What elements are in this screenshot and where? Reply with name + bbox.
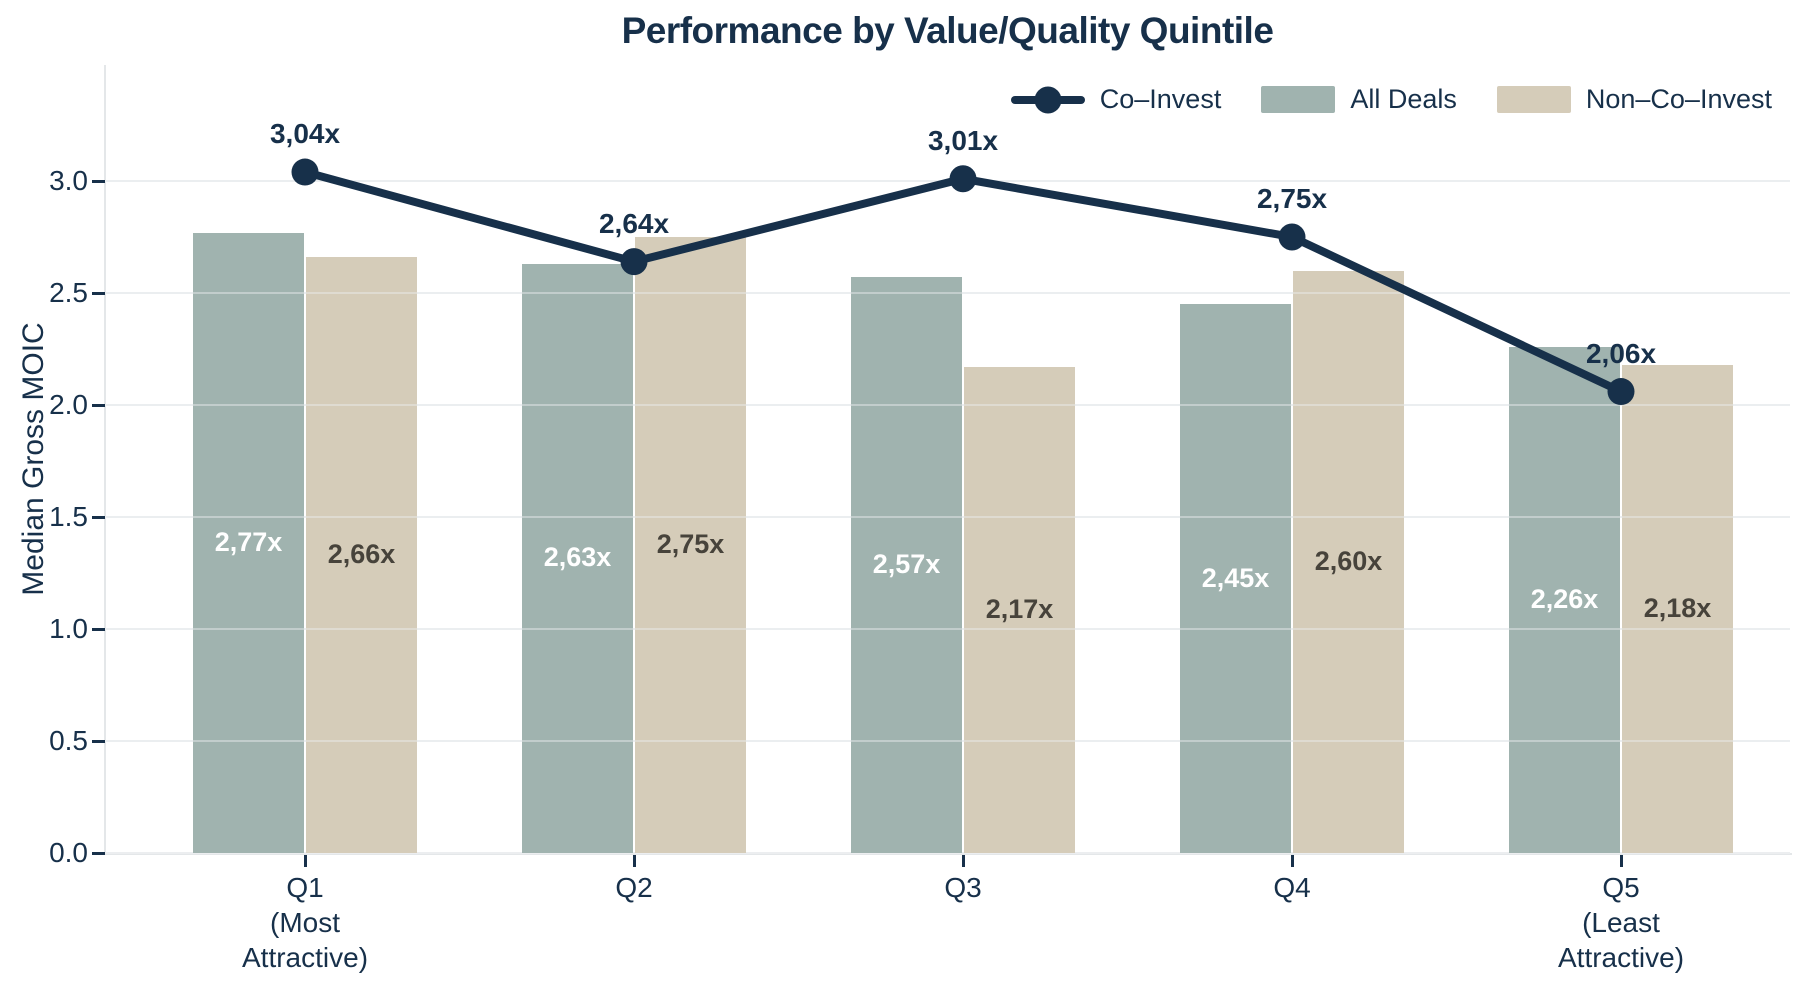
- co-invest-point-q2: [620, 248, 648, 276]
- y-tick-label-2.5: 2.5: [49, 277, 88, 308]
- bar-non-co-invest-q5: 2,18x: [1622, 364, 1733, 853]
- chart-title: Performance by Value/Quality Quintile: [621, 10, 1274, 51]
- gridline-overlay-0.5: [105, 740, 1790, 742]
- gridline-0: [105, 852, 1790, 854]
- co-invest-value-label-q3: 3,01x: [927, 124, 999, 156]
- legend-item-co-invest: Co–Invest: [1010, 84, 1222, 115]
- x-tick-mark-q5: [1620, 855, 1623, 867]
- y-tick-label-3.0: 3.0: [49, 165, 88, 196]
- bar-value-label: 2,75x: [656, 529, 725, 559]
- legend-label-co-invest: Co–Invest: [1099, 84, 1222, 114]
- all-deals-swatch-icon: [1261, 86, 1336, 113]
- legend-item-non-co-invest: Non–Co–Invest: [1496, 84, 1772, 115]
- x-axis-label-q1: Q1 (Most Attractive): [145, 870, 465, 975]
- x-axis-line: [104, 853, 1792, 855]
- co-invest-value-label-q2: 2,64x: [598, 207, 670, 239]
- x-axis-label-line: Q5: [1602, 872, 1640, 903]
- x-tick-mark-q4: [1291, 855, 1294, 867]
- x-axis-label-line: Attractive): [241, 942, 369, 973]
- y-tick-mark: [92, 180, 105, 183]
- co-invest-point-q5: [1607, 378, 1635, 406]
- bar-value-label: 2,63x: [543, 542, 612, 573]
- bar-value-label: 2,26x: [1530, 583, 1599, 614]
- bar-all-deals-q1: 2,77x: [193, 232, 304, 853]
- legend-label-non-co-invest: Non–Co–Invest: [1585, 84, 1772, 114]
- plot-area: 2,77x 2,63x 2,57x 2,45x 2,26x 2,66x 2,75x 2,17x…: [105, 65, 1790, 854]
- bar-non-co-invest-q4: 2,60x: [1293, 270, 1404, 853]
- co-invest-line-marker-icon: [1010, 86, 1085, 113]
- gridline-overlay-1: [105, 628, 1790, 630]
- bar-value-label: 2,77x: [214, 526, 283, 557]
- y-tick-label-0.5: 0.5: [49, 725, 88, 756]
- bar-value-label: 2,60x: [1314, 545, 1383, 576]
- x-axis-label-q5: Q5 (Least Attractive): [1461, 870, 1781, 975]
- y-tick-mark: [92, 740, 105, 743]
- x-axis-label-line: (Most: [270, 907, 340, 938]
- co-invest-point-q1: [291, 158, 319, 186]
- y-tick-mark: [92, 852, 105, 855]
- co-invest-value-label-q1: 3,04x: [269, 118, 341, 150]
- y-tick-mark: [92, 628, 105, 631]
- co-invest-point-q4: [1278, 223, 1306, 251]
- y-tick-label-0.0: 0.0: [49, 837, 88, 868]
- y-tick-label-1.5: 1.5: [49, 501, 88, 532]
- chart-legend: Co–Invest All Deals Non–Co–Invest: [1010, 84, 1772, 115]
- gridline-overlay-1.5: [105, 516, 1790, 518]
- co-invest-value-label-q5: 2,06x: [1585, 337, 1657, 369]
- x-axis-label-line: Q3: [944, 872, 982, 903]
- bar-non-co-invest-q3: 2,17x: [964, 366, 1075, 853]
- bar-value-label: 2,45x: [1201, 562, 1270, 593]
- bar-value-label: 2,17x: [985, 593, 1054, 624]
- x-axis-label-line: Q2: [615, 872, 653, 903]
- co-invest-line-series: [291, 158, 1635, 406]
- y-tick-label-1.0: 1.0: [49, 613, 88, 644]
- bar-value-label: 2,57x: [872, 549, 941, 580]
- y-tick-mark: [92, 404, 105, 407]
- gridline-overlay-2.5: [105, 292, 1790, 294]
- bar-all-deals-q3: 2,57x: [851, 277, 962, 853]
- bar-value-label: 2,18x: [1643, 592, 1712, 623]
- x-axis-label-line: Q4: [1273, 872, 1311, 903]
- bar-non-co-invest-q1: 2,66x: [306, 257, 417, 853]
- bar-all-deals-q5: 2,26x: [1509, 346, 1620, 853]
- x-axis-label-line: (Least: [1582, 907, 1660, 938]
- co-invest-point-q3: [949, 165, 977, 193]
- x-axis-label-line: Attractive): [1557, 942, 1685, 973]
- y-tick-mark: [92, 516, 105, 519]
- x-axis-label-q3: Q3: [803, 870, 1123, 905]
- x-axis-label-line: Q1: [286, 872, 324, 903]
- bar-non-co-invest-q2: 2,75x: [635, 237, 746, 853]
- y-tick-mark: [92, 292, 105, 295]
- x-tick-mark-q1: [304, 855, 307, 867]
- legend-item-all-deals: All Deals: [1261, 84, 1457, 115]
- gridline-overlay-2: [105, 404, 1790, 406]
- non-co-invest-swatch-icon: [1496, 86, 1571, 113]
- co-invest-line-path: [301, 168, 1625, 396]
- x-axis-label-q2: Q2: [474, 870, 794, 905]
- bar-all-deals-q2: 2,63x: [522, 263, 633, 853]
- co-invest-dot-marker-icon: [1034, 86, 1062, 113]
- legend-label-all-deals: All Deals: [1350, 84, 1457, 114]
- x-tick-mark-q3: [962, 855, 965, 867]
- x-axis-label-q4: Q4: [1132, 870, 1452, 905]
- x-tick-mark-q2: [633, 855, 636, 867]
- y-tick-label-2.0: 2.0: [49, 389, 88, 420]
- co-invest-value-label-q4: 2,75x: [1256, 183, 1328, 214]
- bar-all-deals-q4: 2,45x: [1180, 304, 1291, 853]
- y-axis-line: [104, 65, 106, 855]
- bar-value-label: 2,66x: [327, 539, 396, 570]
- y-axis-title: Median Gross MOIC: [17, 322, 50, 596]
